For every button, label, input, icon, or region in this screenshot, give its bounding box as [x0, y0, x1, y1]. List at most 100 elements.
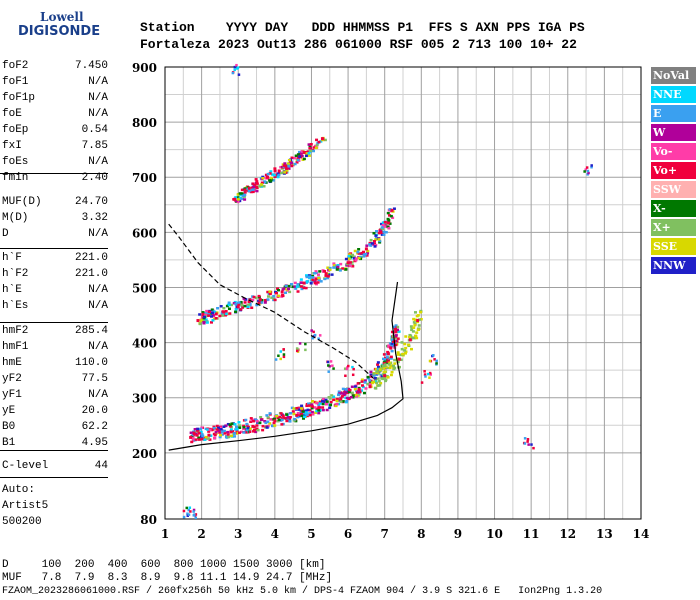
- echo-point: [188, 506, 192, 509]
- legend-item-x: X-: [651, 200, 696, 217]
- echo-point: [310, 410, 314, 414]
- echo-point: [207, 430, 211, 433]
- echo-point: [243, 198, 247, 201]
- echo-point: [251, 298, 255, 302]
- echo-point: [383, 364, 387, 368]
- echo-point: [404, 346, 408, 350]
- echo-point: [351, 394, 355, 397]
- echo-point: [313, 144, 317, 148]
- echo-point: [331, 364, 334, 367]
- echo-point: [329, 400, 333, 404]
- echo-point: [235, 425, 239, 429]
- echo-point: [428, 376, 431, 379]
- param-value: 24.70: [74, 196, 108, 208]
- echo-point: [304, 342, 307, 346]
- echo-point: [415, 336, 419, 340]
- echo-point: [314, 278, 318, 281]
- echo-point: [255, 180, 259, 183]
- echo-point: [313, 279, 317, 282]
- echo-point: [349, 395, 353, 399]
- echo-point: [290, 406, 294, 410]
- echo-point: [308, 413, 312, 417]
- echo-point: [268, 172, 272, 175]
- echo-point: [366, 249, 370, 253]
- echo-point: [377, 372, 381, 375]
- echo-point: [368, 379, 372, 382]
- echo-point: [385, 356, 389, 359]
- echo-point: [234, 307, 238, 311]
- echo-point: [394, 343, 398, 347]
- param-value: N/A: [88, 228, 108, 240]
- echo-point: [308, 412, 312, 415]
- echo-point: [319, 140, 323, 143]
- echo-point: [355, 389, 359, 393]
- echo-point: [239, 308, 243, 311]
- param-name: hmF2: [2, 325, 29, 337]
- echo-point: [344, 388, 348, 391]
- echo-point: [314, 411, 318, 414]
- echo-point: [236, 66, 240, 69]
- echo-point: [260, 183, 264, 186]
- legend-item-sse: SSE: [651, 238, 696, 255]
- echo-point: [523, 437, 527, 440]
- echo-point: [255, 424, 259, 427]
- echo-point: [255, 419, 259, 423]
- echo-point: [192, 432, 196, 436]
- echo-point: [383, 221, 387, 224]
- echo-point: [256, 428, 260, 432]
- echo-point: [288, 290, 292, 294]
- echo-point: [316, 273, 320, 276]
- echo-point: [266, 416, 270, 419]
- echo-point: [279, 165, 283, 169]
- echo-point: [282, 353, 286, 356]
- echo-point: [252, 185, 256, 189]
- echo-point: [268, 412, 272, 415]
- echo-point: [215, 428, 219, 431]
- echo-point: [365, 244, 369, 247]
- trace-point: [379, 230, 383, 234]
- echo-point: [256, 421, 260, 424]
- echo-point: [325, 408, 329, 412]
- echo-point: [315, 143, 319, 147]
- echo-point: [266, 290, 270, 294]
- param-value: 7.450: [74, 60, 108, 72]
- x-tick-label: 7: [381, 527, 389, 541]
- echo-point: [312, 146, 316, 149]
- echo-point: [304, 152, 308, 155]
- echo-point: [273, 167, 277, 170]
- echo-point: [350, 385, 354, 389]
- echo-point: [304, 409, 308, 412]
- echo-point: [590, 164, 593, 167]
- trace-point: [302, 150, 306, 154]
- echo-point: [350, 261, 354, 264]
- echo-point: [205, 309, 209, 313]
- echo-point: [426, 372, 430, 376]
- echo-point: [216, 306, 220, 310]
- echo-point: [302, 286, 306, 290]
- echo-point: [386, 225, 390, 229]
- echo-point: [587, 171, 590, 175]
- echo-point: [296, 153, 300, 156]
- echo-point: [296, 158, 300, 162]
- echo-point: [395, 357, 399, 360]
- echo-point: [315, 271, 319, 275]
- echo-point: [222, 425, 226, 429]
- echo-point: [291, 410, 295, 413]
- echo-point: [351, 253, 355, 257]
- echo-point: [272, 421, 276, 425]
- echo-point: [234, 310, 238, 314]
- echo-point: [368, 241, 372, 245]
- echo-point: [252, 428, 256, 432]
- echo-point: [411, 330, 415, 333]
- echo-point: [386, 350, 390, 354]
- echo-point: [240, 304, 244, 307]
- echo-point: [261, 424, 265, 428]
- echo-point: [330, 394, 334, 397]
- echo-point: [379, 381, 383, 385]
- echo-point: [305, 275, 309, 279]
- echo-point: [390, 343, 394, 346]
- trace-point: [320, 137, 324, 141]
- echo-point: [360, 384, 364, 387]
- echo-point: [186, 512, 189, 515]
